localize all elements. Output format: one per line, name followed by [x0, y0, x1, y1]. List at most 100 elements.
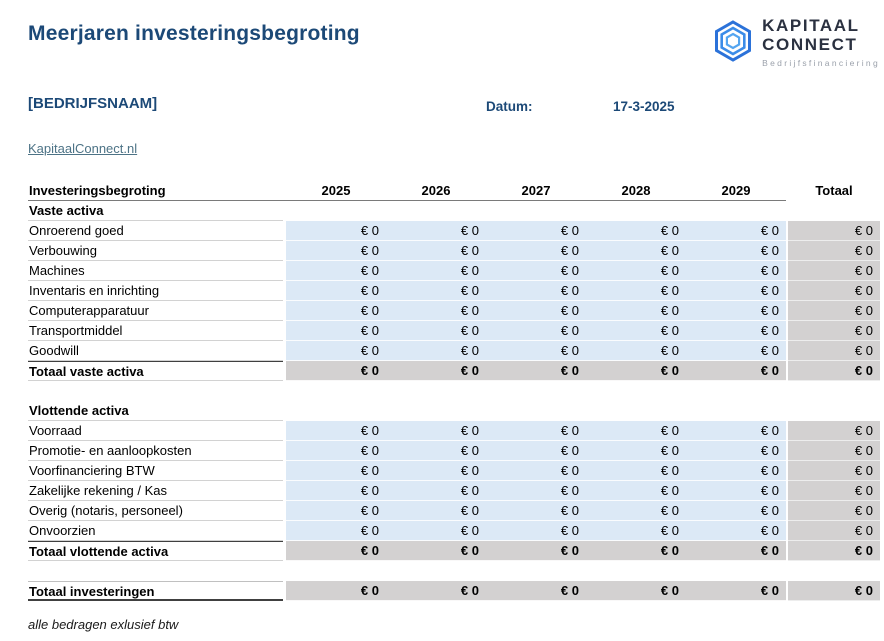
- year-value-cell[interactable]: € 0: [486, 521, 586, 541]
- total-value-cell[interactable]: € 0: [788, 501, 880, 521]
- year-value-cell[interactable]: € 0: [286, 521, 386, 541]
- year-value-cell[interactable]: € 0: [486, 461, 586, 481]
- year-value-cell[interactable]: € 0: [486, 421, 586, 441]
- year-value-cell[interactable]: € 0: [386, 421, 486, 441]
- year-value-cell[interactable]: € 0: [586, 261, 686, 281]
- total-value-cell[interactable]: € 0: [788, 281, 880, 301]
- empty-cell: [586, 401, 686, 421]
- year-value-cell[interactable]: € 0: [386, 301, 486, 321]
- year-value-cell[interactable]: € 0: [286, 481, 386, 501]
- year-value-cell[interactable]: € 0: [386, 481, 486, 501]
- year-value-cell[interactable]: € 0: [686, 421, 786, 441]
- total-value-cell[interactable]: € 0: [788, 241, 880, 261]
- total-value-cell[interactable]: € 0: [788, 461, 880, 481]
- total-value-cell[interactable]: € 0: [788, 581, 880, 601]
- year-value-cell[interactable]: € 0: [586, 421, 686, 441]
- year-value-cell[interactable]: € 0: [286, 421, 386, 441]
- total-value-cell[interactable]: € 0: [788, 441, 880, 461]
- year-value-cell[interactable]: € 0: [486, 441, 586, 461]
- year-value-cell[interactable]: € 0: [286, 541, 386, 561]
- year-value-cell[interactable]: € 0: [286, 301, 386, 321]
- year-value-cell[interactable]: € 0: [386, 241, 486, 261]
- year-value-cell[interactable]: € 0: [286, 461, 386, 481]
- year-value-cell[interactable]: € 0: [686, 301, 786, 321]
- total-value-cell[interactable]: € 0: [788, 481, 880, 501]
- year-value-cell[interactable]: € 0: [286, 241, 386, 261]
- year-value-cell[interactable]: € 0: [386, 501, 486, 521]
- year-value-cell[interactable]: € 0: [286, 361, 386, 381]
- year-value-cell[interactable]: € 0: [586, 581, 686, 601]
- year-value-cell[interactable]: € 0: [386, 321, 486, 341]
- year-value-cell[interactable]: € 0: [586, 221, 686, 241]
- year-value-cell[interactable]: € 0: [386, 341, 486, 361]
- year-value-cell[interactable]: € 0: [686, 581, 786, 601]
- year-value-cell[interactable]: € 0: [486, 321, 586, 341]
- year-value-cell[interactable]: € 0: [586, 341, 686, 361]
- year-value-cell[interactable]: € 0: [686, 221, 786, 241]
- year-value-cell[interactable]: € 0: [486, 261, 586, 281]
- year-value-cell[interactable]: € 0: [586, 541, 686, 561]
- total-value-cell[interactable]: € 0: [788, 421, 880, 441]
- year-value-cell[interactable]: € 0: [486, 341, 586, 361]
- year-value-cell[interactable]: € 0: [586, 361, 686, 381]
- year-value-cell[interactable]: € 0: [286, 341, 386, 361]
- year-value-cell[interactable]: € 0: [586, 481, 686, 501]
- total-value-cell[interactable]: € 0: [788, 261, 880, 281]
- year-value-cell[interactable]: € 0: [386, 281, 486, 301]
- year-value-cell[interactable]: € 0: [686, 361, 786, 381]
- year-value-cell[interactable]: € 0: [486, 481, 586, 501]
- year-value-cell[interactable]: € 0: [686, 241, 786, 261]
- year-value-cell[interactable]: € 0: [686, 321, 786, 341]
- year-value-cell[interactable]: € 0: [286, 221, 386, 241]
- year-value-cell[interactable]: € 0: [386, 261, 486, 281]
- total-value-cell[interactable]: € 0: [788, 341, 880, 361]
- year-value-cell[interactable]: € 0: [286, 581, 386, 601]
- year-value-cell[interactable]: € 0: [486, 221, 586, 241]
- year-value-cell[interactable]: € 0: [386, 521, 486, 541]
- year-value-cell[interactable]: € 0: [386, 221, 486, 241]
- year-value-cell[interactable]: € 0: [586, 321, 686, 341]
- total-value-cell[interactable]: € 0: [788, 321, 880, 341]
- year-value-cell[interactable]: € 0: [586, 501, 686, 521]
- year-value-cell[interactable]: € 0: [686, 541, 786, 561]
- year-value-cell[interactable]: € 0: [286, 501, 386, 521]
- year-value-cell[interactable]: € 0: [386, 541, 486, 561]
- year-value-cell[interactable]: € 0: [286, 321, 386, 341]
- year-value-cell[interactable]: € 0: [686, 521, 786, 541]
- year-value-cell[interactable]: € 0: [486, 301, 586, 321]
- year-value-cell[interactable]: € 0: [486, 281, 586, 301]
- year-value-cell[interactable]: € 0: [386, 581, 486, 601]
- table-row: Promotie- en aanloopkosten € 0 € 0 € 0 € 0 € …: [28, 441, 880, 461]
- year-value-cell[interactable]: € 0: [586, 281, 686, 301]
- total-value-cell[interactable]: € 0: [788, 221, 880, 241]
- year-value-cell[interactable]: € 0: [686, 261, 786, 281]
- year-value-cell[interactable]: € 0: [586, 241, 686, 261]
- year-value-cell[interactable]: € 0: [386, 461, 486, 481]
- website-link[interactable]: KapitaalConnect.nl: [28, 141, 138, 156]
- table-row: Goodwill € 0 € 0 € 0 € 0 € 0 € 0: [28, 341, 880, 361]
- year-value-cell[interactable]: € 0: [586, 441, 686, 461]
- year-value-cell[interactable]: € 0: [386, 361, 486, 381]
- total-value-cell[interactable]: € 0: [788, 541, 880, 561]
- year-value-cell[interactable]: € 0: [586, 521, 686, 541]
- total-value-cell[interactable]: € 0: [788, 301, 880, 321]
- year-value-cell[interactable]: € 0: [486, 241, 586, 261]
- year-value-cell[interactable]: € 0: [686, 481, 786, 501]
- year-value-cell[interactable]: € 0: [386, 441, 486, 461]
- year-value-cell[interactable]: € 0: [586, 461, 686, 481]
- year-value-cell[interactable]: € 0: [686, 461, 786, 481]
- year-value-cell[interactable]: € 0: [486, 501, 586, 521]
- year-value-cell[interactable]: € 0: [286, 261, 386, 281]
- year-value-cell[interactable]: € 0: [486, 541, 586, 561]
- year-value-cell[interactable]: € 0: [686, 281, 786, 301]
- year-value-cell[interactable]: € 0: [286, 281, 386, 301]
- total-value-cell[interactable]: € 0: [788, 361, 880, 381]
- total-value-cell[interactable]: € 0: [788, 521, 880, 541]
- year-value-cell[interactable]: € 0: [486, 361, 586, 381]
- year-value-cell[interactable]: € 0: [286, 441, 386, 461]
- year-value-cell[interactable]: € 0: [486, 581, 586, 601]
- year-value-cell[interactable]: € 0: [586, 301, 686, 321]
- year-value-cell[interactable]: € 0: [686, 441, 786, 461]
- year-value-cell[interactable]: € 0: [686, 341, 786, 361]
- year-value-cell[interactable]: € 0: [686, 501, 786, 521]
